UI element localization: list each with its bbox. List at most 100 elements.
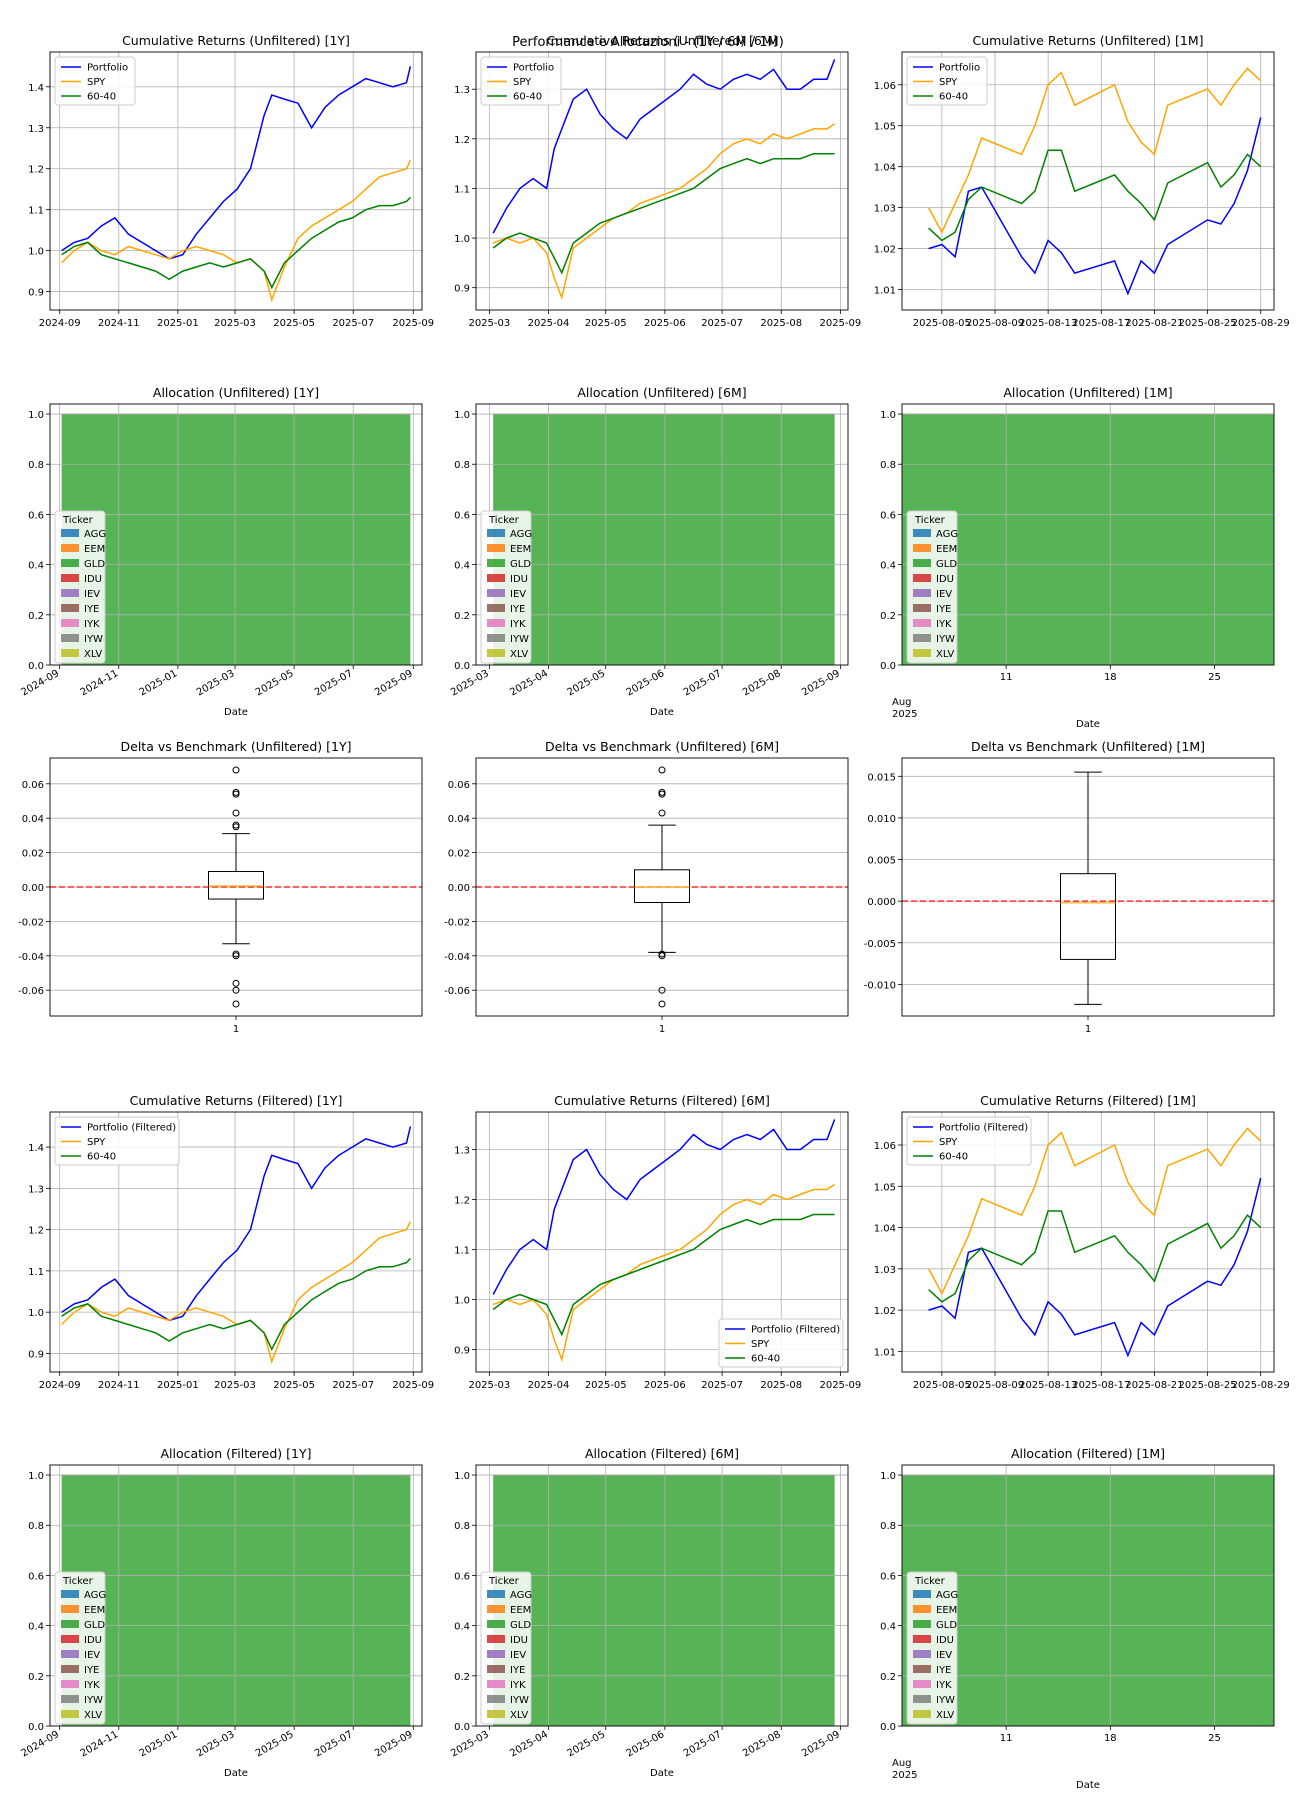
legend-label: 60-40 [87,1152,116,1163]
x-tick-label: 1 [233,1024,239,1035]
x-sublabel-year: 2025 [892,1770,917,1781]
legend-swatch-eem [487,544,505,552]
y-tick-label: 0.00 [22,883,44,894]
y-tick-label: -0.06 [18,986,44,997]
chart-3: 2025-08-052025-08-092025-08-132025-08-17… [874,33,1290,329]
legend: Ticker AGG EEM GLD IDU IEV IYE IYK IYW XLV [54,510,106,664]
legend: Portfolio (Filtered) SPY 60-40 [718,1318,844,1368]
y-tick-label: 1.05 [874,1182,896,1193]
x-tick-label: 2025-05 [585,1380,627,1391]
y-tick-label: 0.0 [454,1722,470,1733]
legend-swatch-iye [913,1665,931,1673]
y-tick-label: 0.06 [448,780,470,791]
legend-label: IDU [84,1635,102,1646]
y-tick-label: 0.2 [880,1672,896,1683]
area-gld [493,414,835,665]
legend-swatch-agg [61,1590,79,1598]
legend-label: IYE [936,1665,951,1676]
legend-label: IYW [84,634,103,645]
y-tick-label: 0.010 [867,814,896,825]
y-tick-label: 1.04 [874,1224,896,1235]
y-tick-label: -0.005 [864,939,896,950]
y-tick-label: 0.9 [454,284,470,295]
y-tick-label: 0.4 [880,561,896,572]
chart-13: 2024-09 2024-11 2025-01 2025-03 2025-05 2025-… [19,1446,423,1779]
y-tick-label: 1.2 [28,1226,44,1237]
y-tick-label: 0.6 [454,510,470,521]
axes-frame [901,403,1275,666]
legend-label: IYW [84,1695,103,1706]
legend-swatch-iye [913,604,931,612]
y-tick-label: -0.02 [444,917,470,928]
legend-swatch-iyk [913,1680,931,1688]
legend-swatch-iyk [913,619,931,627]
legend-swatch-eem [61,1605,79,1613]
chart-title: Cumulative Returns (Filtered) [6M] [554,1093,770,1108]
chart-title: Cumulative Returns (Filtered) [1M] [980,1093,1196,1108]
chart-title: Delta vs Benchmark (Unfiltered) [1Y] [121,739,352,754]
axes-frame [475,1464,849,1727]
area-gld [493,1475,835,1726]
x-tick-label: 2025-08-13 [1019,318,1077,329]
chart-7: 0.06 0.04 0.02 0.00 -0.02 -0.04 -0.06 1 Delta vs… [18,739,423,1035]
axes-frame [475,1111,849,1373]
y-tick-label: 1.3 [28,1184,44,1195]
x-tick-label: 2025-08-13 [1019,1380,1077,1391]
legend-label: GLD [936,1620,957,1631]
y-tick-label: 1.01 [874,286,896,297]
legend: Portfolio (Filtered) SPY 60-40 [54,1116,180,1166]
x-tick-label: 18 [1104,1733,1117,1744]
legend-swatch-xlv [487,1710,505,1718]
legend-label: Portfolio [939,63,980,74]
axes-frame [475,757,849,1017]
y-tick-label: 1.1 [454,1246,470,1257]
y-tick-label: -0.04 [18,952,44,963]
y-tick-label: -0.06 [444,986,470,997]
legend-title: Ticker [914,515,946,526]
chart-6: 11 18 25 0.0 0.2 0.4 0.6 0.8 1.0 Allocation (Unfi… [880,385,1275,730]
y-tick-label: 1.03 [874,1265,896,1276]
y-tick-label: 1.3 [454,1146,470,1157]
x-tick-label: 2025-03 [214,1380,256,1391]
y-tick-label: 0.9 [28,1349,44,1360]
axes-frame [475,403,849,666]
legend-swatch-iev [61,589,79,597]
legend-swatch-idu [61,1635,79,1643]
x-tick-label: 2025-08-09 [966,318,1024,329]
y-tick-label: 1.0 [880,1471,896,1482]
y-tick-label: 1.0 [28,410,44,421]
legend-swatch-idu [487,574,505,582]
chart-title: Allocation (Unfiltered) [1Y] [153,385,319,400]
x-tick-label: 2025-09 [819,318,861,329]
legend-swatch-eem [913,544,931,552]
legend-title: Ticker [62,1576,94,1587]
legend-swatch-iev [913,1650,931,1658]
legend-swatch-iev [61,1650,79,1658]
x-axis-label: Date [224,707,248,718]
legend-swatch-gld [487,1620,505,1628]
legend-label: AGG [84,1590,106,1601]
legend-label: XLV [84,649,102,660]
legend-swatch-agg [487,529,505,537]
legend-label: GLD [510,559,531,570]
series-line-60-40 [61,1257,411,1352]
y-tick-label: 0.2 [454,611,470,622]
y-tick-label: 0.0 [28,1722,44,1733]
legend-swatch-gld [913,559,931,567]
chart-9: 0.015 0.010 0.005 0.000 -0.005 -0.010 1 Delta v… [864,739,1275,1035]
legend-swatch-idu [913,1635,931,1643]
y-tick-label: 1.4 [28,1143,44,1154]
legend-label: IYW [510,1695,529,1706]
x-tick-label: 2025-09 [392,318,434,329]
chart-title: Cumulative Returns (Filtered) [1Y] [130,1093,343,1108]
legend: Ticker AGG EEM GLD IDU IEV IYE IYK IYW XLV [480,510,532,664]
legend-swatch-xlv [61,649,79,657]
y-tick-label: 1.0 [28,247,44,258]
x-axis-label: Date [650,1768,674,1779]
y-tick-label: 0.2 [28,1672,44,1683]
area-gld [61,1475,411,1726]
y-tick-label: 0.04 [22,814,44,825]
x-tick-label: 2025-03 [468,318,510,329]
legend-box [906,56,988,106]
